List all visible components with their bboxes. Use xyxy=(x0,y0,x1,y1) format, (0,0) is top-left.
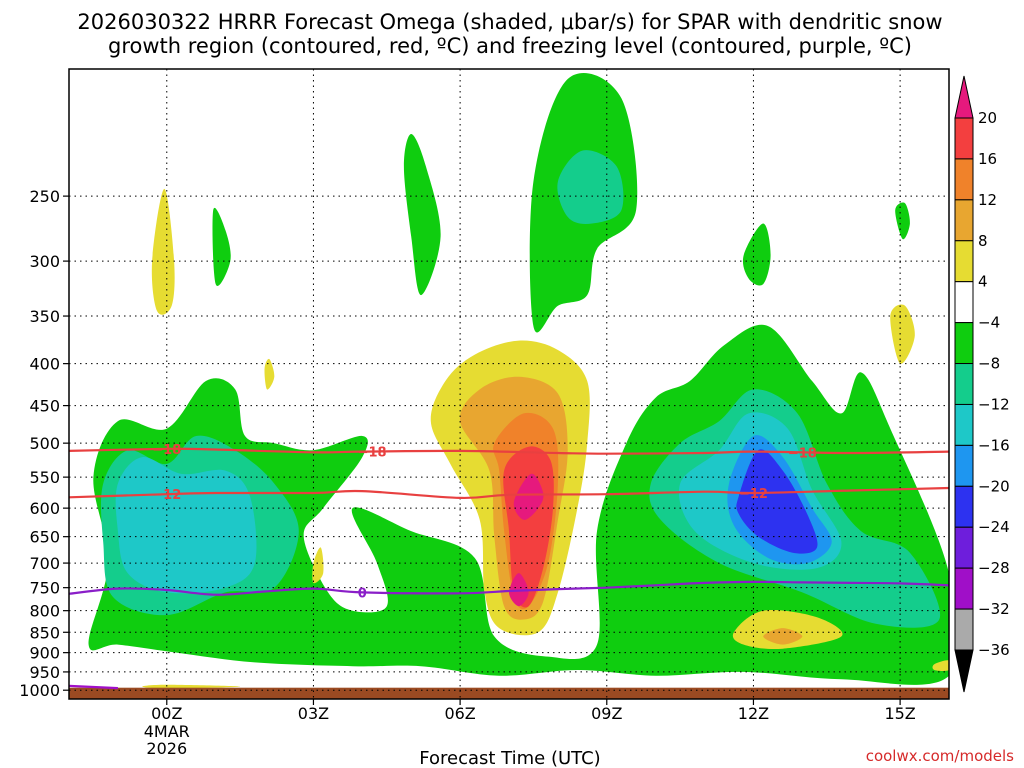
x-tick-label: 06Z xyxy=(444,704,475,723)
y-tick-label: 550 xyxy=(29,468,60,487)
contour-label: −18 xyxy=(358,446,387,461)
colorbar-bin xyxy=(954,363,974,405)
colorbar-label: 20 xyxy=(978,109,997,127)
y-tick-label: 850 xyxy=(29,623,60,642)
y-tick-label: 300 xyxy=(29,252,60,271)
omega-region-25 xyxy=(932,660,949,671)
contour-label: −12 xyxy=(152,488,181,503)
colorbar-bottom-arrow xyxy=(954,649,974,693)
y-tick-label: 450 xyxy=(29,397,60,416)
y-axis: 250 300 350 400 450 500 550 600 650 700 750 800 850 9… xyxy=(19,187,69,700)
omega-region-9 xyxy=(212,207,231,286)
colorbar-label: −12 xyxy=(978,395,1010,413)
colorbar-bin xyxy=(954,240,974,283)
contour-line-0 xyxy=(69,447,949,455)
plot-frame xyxy=(68,68,950,700)
x-axis-label: Forecast Time (UTC) xyxy=(419,748,600,768)
x-tick-date: 4MAR xyxy=(144,722,190,741)
omega-region-12 xyxy=(895,202,910,240)
y-tick-label: 750 xyxy=(29,579,60,598)
colorbar-label: 16 xyxy=(978,150,997,168)
colorbar-bin xyxy=(954,281,974,324)
colorbar-label: 4 xyxy=(978,273,988,291)
omega-region-6 xyxy=(736,449,818,554)
colorbar-label: −8 xyxy=(978,355,1000,373)
colorbar-label: −36 xyxy=(978,641,1010,659)
omega-region-21 xyxy=(312,547,324,584)
omega-shading xyxy=(88,72,949,689)
omega-region-11 xyxy=(742,223,771,286)
colorbar-bin xyxy=(954,485,974,528)
x-tick-label: 15Z xyxy=(884,704,915,723)
y-tick-label: 800 xyxy=(29,602,60,621)
omega-region-24 xyxy=(763,628,803,645)
contour-label: −18 xyxy=(152,443,181,458)
colorbar-bin xyxy=(954,444,974,487)
y-tick-label: 250 xyxy=(29,187,60,206)
contour-label: −12 xyxy=(739,487,768,502)
contour-line-1 xyxy=(69,486,949,500)
colorbar: 20 16 12 8 4 −4 −8 −12 −16 −20 −24 −28 −32 −36 xyxy=(954,75,1010,693)
x-tick-label: 03Z xyxy=(298,704,329,723)
colorbar-bin xyxy=(954,567,974,610)
y-tick-label: 950 xyxy=(29,663,60,682)
y-tick-label: 600 xyxy=(29,499,60,518)
colorbar-label: −20 xyxy=(978,477,1010,495)
contour-label: −18 xyxy=(788,446,817,461)
colorbar-label: 12 xyxy=(978,191,997,209)
plot-area: −18 −18 −18 −12 −12 0 xyxy=(69,69,949,699)
chart-title-line2: growth region (contoured, red, ºC) and f… xyxy=(108,34,912,58)
y-tick-label: 900 xyxy=(29,644,60,663)
colorbar-bin xyxy=(954,526,974,569)
colorbar-label: −28 xyxy=(978,559,1010,577)
contour-line-2 xyxy=(69,580,949,596)
contour-line-3 xyxy=(69,684,118,690)
colorbar-label: −32 xyxy=(978,600,1010,618)
y-tick-label: 650 xyxy=(29,528,60,547)
colorbar-bin xyxy=(954,117,974,160)
omega-region-20 xyxy=(264,358,275,390)
omega-region-10 xyxy=(403,134,441,296)
colorbar-label: −16 xyxy=(978,436,1010,454)
colorbar-bin xyxy=(954,322,974,365)
colorbar-top-arrow xyxy=(954,75,974,119)
x-tick-year: 2026 xyxy=(146,739,187,758)
colorbar-label: −24 xyxy=(978,518,1010,536)
y-tick-label: 500 xyxy=(29,434,60,453)
colorbar-bin xyxy=(954,199,974,242)
credit-text[interactable]: coolwx.com/models xyxy=(866,747,1014,765)
colorbar-bin xyxy=(954,158,974,201)
omega-region-2 xyxy=(115,456,257,594)
omega-region-22 xyxy=(890,304,915,364)
colorbar-bin xyxy=(954,403,974,446)
colorbar-label: 8 xyxy=(978,232,988,250)
ground-surface xyxy=(69,687,949,699)
gridlines xyxy=(69,69,949,699)
y-tick-label: 700 xyxy=(29,554,60,573)
x-tick-label: 12Z xyxy=(738,704,769,723)
colorbar-label: −4 xyxy=(978,314,1000,332)
x-tick-label: 00Z xyxy=(151,704,182,723)
y-tick-label: 1000 xyxy=(19,681,60,700)
contour-label: 0 xyxy=(358,586,367,601)
contour-lines: −18 −18 −18 −12 −12 0 xyxy=(69,443,949,690)
colorbar-bin xyxy=(954,608,974,651)
y-tick-label: 400 xyxy=(29,355,60,374)
chart-title-line1: 2026030322 HRRR Forecast Omega (shaded, … xyxy=(77,10,942,34)
x-tick-label: 09Z xyxy=(591,704,622,723)
omega-region-19 xyxy=(151,188,175,315)
y-tick-label: 350 xyxy=(29,307,60,326)
